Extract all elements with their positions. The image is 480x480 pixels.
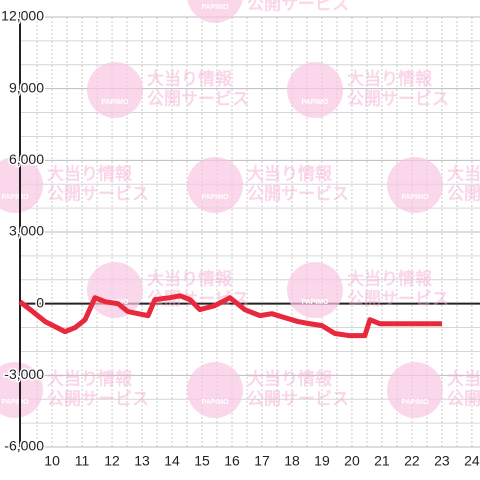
y-tick-label: 12,000 [1,8,44,24]
watermark-logo [0,157,43,213]
watermark-text: 大当り情報 [347,268,433,288]
y-tick-label: 3,000 [9,223,44,239]
watermark-logo [387,362,443,418]
watermark-text: 公開サービス [247,0,349,13]
x-tick-label: 20 [344,453,360,469]
watermark-text: 大当り情報 [247,163,333,183]
watermark-text: 大当り情報 [447,163,480,183]
watermark-text: 大当り情報 [147,68,233,88]
x-tick-label: 16 [224,453,240,469]
watermark-brand: PAPIMO [301,99,329,106]
watermark-logo [187,157,243,213]
watermark-logo [387,157,443,213]
watermark-text: 公開サービス [447,184,480,203]
y-tick-label: 9,000 [9,79,44,95]
x-tick-label: 17 [254,453,270,469]
watermark-text: 公開サービス [447,389,480,408]
y-tick-label: 0 [36,294,44,310]
watermark-text: 公開サービス [47,389,149,408]
y-tick-label: -3,000 [4,366,44,382]
watermark-text: 公開サービス [347,289,449,308]
watermark-logo [87,262,143,318]
watermark-brand: PAPIMO [201,4,229,11]
watermark-logo [287,262,343,318]
watermark-brand: PAPIMO [201,194,229,201]
x-tick-label: 24 [464,453,480,469]
x-tick-label: 13 [134,453,150,469]
watermark-text: 大当り情報 [247,368,333,388]
watermark-text: 公開サービス [147,89,249,108]
watermark-text: 公開サービス [347,89,449,108]
watermark-brand: PAPIMO [1,399,29,406]
watermark-logo [187,362,243,418]
watermark-text: 大当り情報 [447,368,480,388]
watermark-text: 公開サービス [47,184,149,203]
x-tick-label: 14 [164,453,180,469]
watermark-logo [87,62,143,118]
watermark-text: 大当り情報 [47,163,133,183]
watermark-text: 大当り情報 [147,268,233,288]
watermark-brand: PAPIMO [401,399,429,406]
watermark-brand: PAPIMO [401,194,429,201]
watermark-brand: PAPIMO [201,399,229,406]
x-tick-label: 15 [194,453,210,469]
watermark-brand: PAPIMO [101,99,129,106]
x-tick-label: 19 [314,453,330,469]
watermark-text: 大当り情報 [347,68,433,88]
x-tick-label: 22 [404,453,420,469]
watermark-logo [287,62,343,118]
x-tick-label: 12 [104,453,120,469]
x-tick-label: 23 [434,453,450,469]
watermark-logo [0,362,43,418]
watermark-logo [187,0,243,23]
watermark-text: 公開サービス [247,184,349,203]
x-tick-label: 21 [374,453,390,469]
x-tick-label: 11 [75,453,90,469]
y-tick-label: 6,000 [9,151,44,167]
watermark-brand: PAPIMO [301,299,329,306]
data-line [18,293,442,339]
watermark-text: 公開サービス [247,389,349,408]
x-tick-label: 18 [284,453,300,469]
x-tick-label: 10 [44,453,60,469]
watermark-brand: PAPIMO [1,194,29,201]
watermark-text: 大当り情報 [47,368,133,388]
y-tick-label: -6,000 [4,438,44,454]
